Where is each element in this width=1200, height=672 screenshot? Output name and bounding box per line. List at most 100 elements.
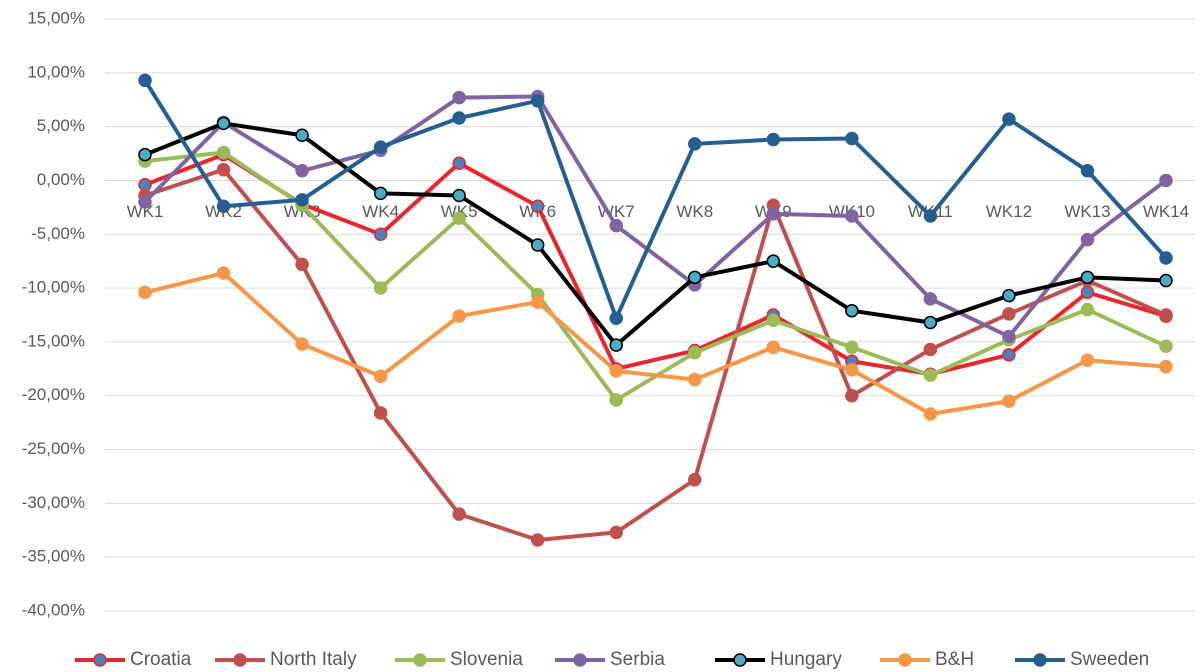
- data-point: [1002, 288, 1016, 303]
- data-point: [452, 188, 466, 203]
- series-line: [144, 121, 1167, 348]
- data-point: [766, 313, 781, 328]
- data-point: [1159, 251, 1173, 265]
- data-point: [609, 218, 623, 233]
- x-tick-label: WK1: [127, 202, 164, 221]
- data-point: [530, 238, 545, 252]
- series-line: [143, 94, 1168, 339]
- y-tick-label: -35,00%: [22, 547, 85, 566]
- data-point: [1159, 273, 1173, 288]
- data-point: [530, 533, 545, 547]
- x-tick-label: WK8: [676, 202, 713, 221]
- data-point: [138, 147, 152, 162]
- data-point: [295, 164, 309, 178]
- data-point: [216, 199, 231, 214]
- data-point: [1080, 270, 1095, 285]
- data-point: [845, 131, 859, 146]
- series: [138, 145, 1173, 407]
- data-point: [845, 388, 859, 403]
- legend-label: Slovenia: [450, 649, 523, 670]
- data-point: [1002, 348, 1016, 362]
- data-point: [609, 393, 623, 407]
- data-point: [923, 292, 938, 306]
- data-point: [373, 369, 388, 384]
- data-point: [1002, 307, 1016, 321]
- data-point: [1159, 339, 1173, 353]
- data-point: [373, 281, 388, 295]
- data-point: [923, 368, 938, 383]
- y-tick-label: 5,00%: [37, 116, 85, 135]
- legend-marker: [733, 653, 747, 667]
- y-tick-label: -10,00%: [22, 278, 85, 297]
- data-point: [216, 116, 231, 131]
- data-point: [688, 270, 702, 285]
- x-tick-label: WK4: [362, 202, 399, 221]
- data-point: [1159, 359, 1173, 374]
- data-point: [452, 507, 466, 521]
- data-point: [295, 337, 309, 351]
- y-tick-label: 10,00%: [27, 62, 85, 81]
- x-tick-label: WK14: [1143, 202, 1189, 221]
- data-point: [609, 311, 623, 325]
- series: [138, 73, 1173, 325]
- series-line: [144, 152, 1167, 377]
- data-point: [373, 140, 388, 154]
- data-point: [609, 364, 623, 378]
- data-point: [530, 199, 545, 214]
- legend-label: Serbia: [610, 649, 665, 670]
- data-point: [1159, 308, 1173, 322]
- legend-marker: [898, 653, 912, 667]
- series-line: [143, 79, 1168, 321]
- data-point: [1002, 394, 1016, 408]
- data-point: [845, 340, 859, 355]
- series-line: [144, 150, 1167, 403]
- legend-item: North Italy: [215, 649, 357, 670]
- data-point: [845, 303, 859, 318]
- data-point: [609, 338, 623, 352]
- data-point: [295, 193, 309, 207]
- data-point: [688, 345, 702, 360]
- data-point: [766, 132, 781, 147]
- data-point: [766, 340, 781, 355]
- data-point: [530, 94, 545, 108]
- x-tick-label: WK13: [1064, 202, 1110, 221]
- data-point: [295, 257, 309, 272]
- series: [138, 162, 1173, 547]
- data-point: [452, 111, 466, 125]
- legend-item: Sweeden: [1015, 649, 1149, 670]
- y-tick-label: 0,00%: [37, 170, 85, 189]
- legend-label: North Italy: [270, 649, 357, 670]
- legend-item: Slovenia: [395, 649, 523, 670]
- data-point: [1002, 112, 1016, 126]
- legend-marker: [413, 653, 427, 667]
- data-point: [138, 285, 152, 300]
- data-point: [766, 254, 781, 268]
- data-point: [452, 211, 466, 225]
- data-point: [373, 406, 388, 420]
- legend-label: Hungary: [770, 649, 842, 670]
- data-point: [452, 309, 466, 323]
- series: [138, 116, 1173, 352]
- data-point: [1080, 164, 1095, 178]
- legend-marker: [93, 653, 107, 667]
- y-tick-label: -25,00%: [22, 439, 85, 458]
- legend-item: Hungary: [715, 649, 842, 670]
- data-point: [923, 209, 938, 223]
- y-tick-label: -40,00%: [22, 600, 85, 619]
- data-point: [295, 128, 309, 142]
- data-point: [452, 156, 466, 170]
- legend-label: Croatia: [130, 649, 192, 670]
- data-point: [373, 186, 388, 201]
- data-point: [1159, 173, 1173, 188]
- series-line: [144, 271, 1167, 417]
- y-tick-label: -30,00%: [22, 493, 85, 512]
- data-point: [688, 137, 702, 151]
- data-point: [216, 145, 231, 160]
- data-point: [138, 195, 152, 209]
- data-point: [609, 525, 623, 540]
- legend-label: Sweeden: [1070, 649, 1149, 670]
- y-tick-label: -15,00%: [22, 331, 85, 350]
- data-point: [1080, 232, 1095, 247]
